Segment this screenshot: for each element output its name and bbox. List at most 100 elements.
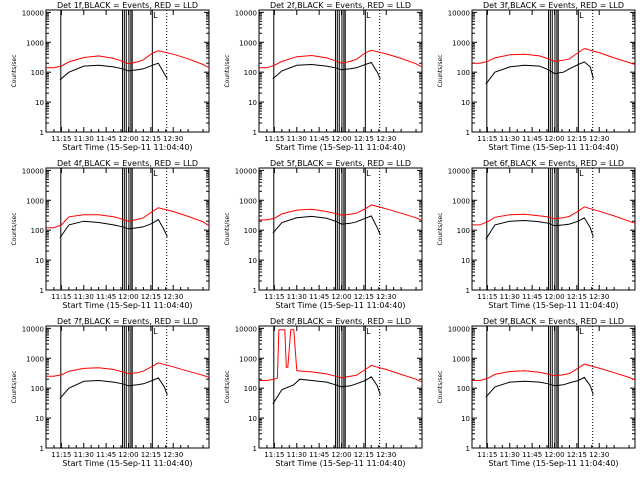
x-tick-label: 11:15 (264, 451, 284, 459)
flag-label: L (153, 327, 158, 336)
x-tick-label: 11:30 (500, 293, 520, 301)
y-tick-label: 100 (31, 385, 44, 393)
y-tick-label: 100 (244, 385, 257, 393)
x-tick-label: 12:15 (141, 293, 161, 301)
y-tick-label: 1 (253, 129, 257, 137)
x-tick-label: 12:00 (331, 451, 351, 459)
y-axis-label: Counts/sec (437, 370, 444, 403)
x-tick-label: 11:15 (264, 135, 284, 143)
x-tick-label: 12:30 (589, 293, 609, 301)
panel-4: Det 4f,BLACK = Events, RED = LLD 1 10 100 10… (11, 159, 210, 310)
y-axis-label: Counts/sec (11, 212, 18, 245)
plot-frame (471, 325, 636, 449)
y-tick-label: 1000 (452, 39, 470, 47)
x-tick-label: 11:45 (96, 293, 116, 301)
series-events-line (59, 62, 168, 81)
x-tick-label: 12:00 (331, 293, 351, 301)
plot-frame (45, 9, 210, 133)
x-tick-label: 12:15 (354, 293, 374, 301)
y-tick-label: 10 (35, 99, 44, 107)
x-tick-label: 11:30 (287, 135, 307, 143)
panel-9: Det 9f,BLACK = Events, RED = LLD 1 10 100 10… (437, 317, 636, 468)
series-events-line (272, 215, 381, 235)
x-tick-label: 12:15 (567, 451, 587, 459)
y-axis-label: Counts/sec (437, 54, 444, 87)
y-tick-label: 1000 (26, 355, 44, 363)
y-axis-label: Counts/sec (11, 54, 18, 87)
x-tick-label: 12:30 (163, 293, 183, 301)
x-tick-label: 12:00 (544, 293, 564, 301)
x-tick-label: 11:15 (264, 293, 284, 301)
panel-7: Det 7f,BLACK = Events, RED = LLD 1 10 100 10… (11, 317, 210, 468)
y-tick-label: 1000 (239, 355, 257, 363)
panel-title: Det 3f,BLACK = Events, RED = LLD (483, 1, 624, 10)
y-tick-label: 1000 (26, 197, 44, 205)
x-tick-label: 11:15 (51, 451, 71, 459)
x-tick-label: 11:30 (287, 293, 307, 301)
y-axis-label: Counts/sec (224, 212, 231, 245)
x-tick-label: 11:45 (96, 135, 116, 143)
x-axis-label: Start Time (15-Sep-11 11:04:40) (488, 459, 618, 468)
x-tick-label: 12:30 (163, 451, 183, 459)
y-tick-label: 1000 (239, 197, 257, 205)
y-tick-label: 10000 (448, 167, 470, 175)
x-tick-label: 12:30 (589, 135, 609, 143)
y-tick-label: 1 (466, 287, 470, 295)
y-tick-label: 100 (457, 227, 470, 235)
panel-title: Det 2f,BLACK = Events, RED = LLD (270, 1, 411, 10)
plot-frame (258, 167, 423, 291)
series-lld-line (259, 329, 423, 383)
panel-title: Det 1f,BLACK = Events, RED = LLD (57, 1, 198, 10)
x-tick-label: 12:00 (331, 135, 351, 143)
x-tick-label: 11:15 (477, 293, 497, 301)
x-tick-label: 11:45 (522, 135, 542, 143)
series-lld-line (46, 207, 210, 229)
y-axis-label: Counts/sec (224, 370, 231, 403)
flag-label: L (579, 327, 584, 336)
panel-5: Det 5f,BLACK = Events, RED = LLD 1 10 100 10… (224, 159, 423, 310)
x-tick-label: 11:45 (309, 293, 329, 301)
x-tick-label: 11:45 (96, 451, 116, 459)
y-tick-label: 100 (244, 227, 257, 235)
y-tick-label: 1 (466, 445, 470, 453)
y-tick-label: 10000 (235, 325, 257, 333)
x-tick-label: 11:15 (477, 451, 497, 459)
x-tick-label: 11:30 (287, 451, 307, 459)
x-tick-label: 12:15 (354, 135, 374, 143)
x-tick-label: 12:30 (376, 293, 396, 301)
y-tick-label: 100 (31, 69, 44, 77)
series-lld-line (259, 204, 423, 221)
series-events-line (272, 61, 381, 80)
panel-6: Det 6f,BLACK = Events, RED = LLD 1 10 100 10… (437, 159, 636, 310)
series-events-line (485, 61, 594, 85)
y-tick-label: 10 (461, 99, 470, 107)
y-tick-label: 1 (253, 445, 257, 453)
series-events-line (59, 218, 168, 239)
y-tick-label: 10000 (22, 167, 44, 175)
y-tick-label: 100 (31, 227, 44, 235)
x-axis-label: Start Time (15-Sep-11 11:04:40) (62, 301, 192, 310)
y-tick-label: 10000 (448, 9, 470, 17)
flag-label: L (366, 327, 371, 336)
series-lld-line (46, 50, 210, 69)
y-tick-label: 100 (244, 69, 257, 77)
x-axis-label: Start Time (15-Sep-11 11:04:40) (275, 143, 405, 152)
x-tick-label: 11:30 (74, 451, 94, 459)
series-lld-line (472, 206, 636, 226)
panel-title: Det 9f,BLACK = Events, RED = LLD (483, 317, 624, 326)
panel-8: Det 8f,BLACK = Events, RED = LLD 1 10 100 10… (224, 317, 423, 468)
series-lld-line (472, 363, 636, 381)
flag-label: L (153, 169, 158, 178)
y-tick-label: 1000 (26, 39, 44, 47)
series-lld-line (46, 362, 210, 378)
y-tick-label: 1 (253, 287, 257, 295)
x-tick-label: 11:30 (74, 135, 94, 143)
y-tick-label: 1 (40, 129, 44, 137)
y-tick-label: 10000 (22, 325, 44, 333)
y-tick-label: 100 (457, 385, 470, 393)
x-tick-label: 11:45 (309, 451, 329, 459)
y-tick-label: 10 (248, 415, 257, 423)
y-tick-label: 10000 (235, 9, 257, 17)
panel-title: Det 4f,BLACK = Events, RED = LLD (57, 159, 198, 168)
y-tick-label: 1 (40, 445, 44, 453)
